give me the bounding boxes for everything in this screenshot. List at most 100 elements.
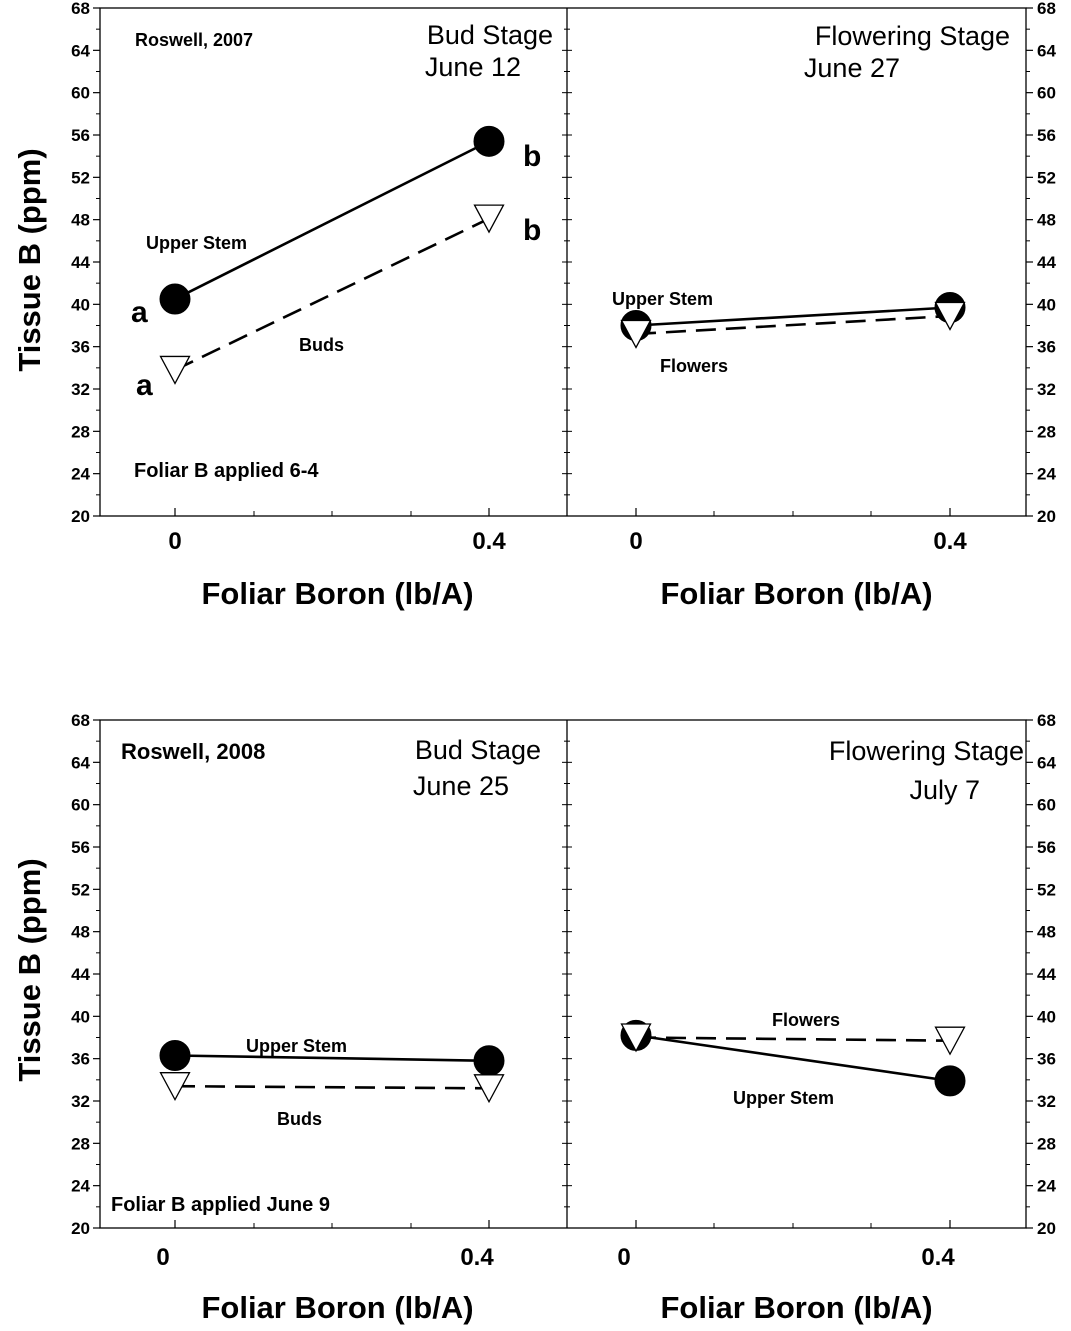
x-tick-label: 0 bbox=[156, 1244, 169, 1271]
y-axis-title: Tissue B (ppm) bbox=[12, 858, 47, 1081]
data-point-circle bbox=[159, 283, 191, 315]
series-line-upper-stem bbox=[635, 306, 951, 327]
y-tick-label-right: 52 bbox=[1037, 880, 1056, 899]
y-tick-label-right: 44 bbox=[1037, 965, 1056, 984]
y-tick-label-right: 68 bbox=[1037, 711, 1056, 730]
y-tick-label-left: 48 bbox=[71, 923, 90, 942]
data-point-triangle bbox=[620, 319, 652, 349]
figure-title: Roswell, 2007 bbox=[135, 30, 253, 50]
series-label: Upper Stem bbox=[246, 1036, 347, 1056]
x-axis-title: Foliar Boron (lb/A) bbox=[201, 576, 473, 611]
significance-letter: b bbox=[523, 140, 541, 173]
x-tick-label: 0.4 bbox=[921, 1244, 955, 1271]
series-label: Upper Stem bbox=[146, 233, 247, 253]
y-tick-label-left: 64 bbox=[71, 753, 90, 772]
y-tick-label-left: 68 bbox=[71, 711, 90, 730]
x-tick-label: 0 bbox=[629, 528, 642, 555]
significance-letter: b bbox=[523, 214, 541, 247]
data-point-triangle bbox=[159, 355, 191, 385]
x-tick-label: 0 bbox=[617, 1244, 630, 1271]
y-axis-title: Tissue B (ppm) bbox=[12, 148, 47, 371]
stage-name: Flowering Stage bbox=[829, 736, 1024, 766]
series-line-flowers bbox=[635, 314, 951, 336]
series-label: Upper Stem bbox=[612, 289, 713, 309]
y-tick-label-left: 32 bbox=[71, 380, 90, 399]
y-tick-label-right: 20 bbox=[1037, 507, 1056, 526]
data-point-circle bbox=[473, 125, 505, 157]
y-tick-label-right: 56 bbox=[1037, 126, 1056, 145]
figure-title: Roswell, 2008 bbox=[121, 739, 265, 764]
series-label: Buds bbox=[299, 335, 344, 355]
y-tick-label-left: 24 bbox=[71, 1177, 90, 1196]
y-tick-label-left: 52 bbox=[71, 880, 90, 899]
y-tick-label-left: 24 bbox=[71, 465, 90, 484]
y-tick-label-left: 28 bbox=[71, 1134, 90, 1153]
stage-date: June 27 bbox=[804, 53, 900, 83]
series-label: Upper Stem bbox=[733, 1088, 834, 1108]
series-label: Buds bbox=[277, 1109, 322, 1129]
significance-letter: a bbox=[136, 369, 153, 402]
data-point-triangle bbox=[620, 1023, 652, 1053]
y-tick-label-left: 56 bbox=[71, 126, 90, 145]
series-label: Flowers bbox=[660, 356, 728, 376]
stage-name: Flowering Stage bbox=[815, 21, 1010, 51]
y-tick-label-left: 60 bbox=[71, 796, 90, 815]
stage-date: June 12 bbox=[425, 52, 521, 82]
series-line-buds bbox=[174, 1084, 490, 1090]
y-tick-label-left: 40 bbox=[71, 1007, 90, 1026]
y-tick-label-right: 48 bbox=[1037, 211, 1056, 230]
y-tick-label-left: 64 bbox=[71, 41, 90, 60]
stage-name: Bud Stage bbox=[415, 735, 541, 765]
y-tick-label-left: 28 bbox=[71, 422, 90, 441]
significance-letter: a bbox=[131, 296, 148, 329]
series-line-upper-stem bbox=[174, 140, 490, 301]
y-tick-label-left: 36 bbox=[71, 1050, 90, 1069]
y-tick-label-left: 60 bbox=[71, 84, 90, 103]
y-tick-label-left: 44 bbox=[71, 965, 90, 984]
x-tick-label: 0.4 bbox=[460, 1244, 494, 1271]
y-tick-label-right: 44 bbox=[1037, 253, 1056, 272]
stage-name: Bud Stage bbox=[427, 20, 553, 50]
series-line-upper-stem bbox=[635, 1034, 951, 1083]
data-point-triangle bbox=[159, 1072, 191, 1102]
x-tick-label: 0.4 bbox=[472, 528, 506, 555]
x-axis-title: Foliar Boron (lb/A) bbox=[201, 1290, 473, 1325]
series-line-flowers bbox=[635, 1036, 951, 1042]
x-axis-title: Foliar Boron (lb/A) bbox=[660, 1290, 932, 1325]
application-note: Foliar B applied June 9 bbox=[111, 1194, 330, 1216]
data-point-triangle bbox=[473, 1074, 505, 1104]
y-tick-label-right: 36 bbox=[1037, 1050, 1056, 1069]
application-note: Foliar B applied 6-4 bbox=[134, 460, 319, 482]
data-point-circle bbox=[934, 1065, 966, 1097]
series-label: Flowers bbox=[772, 1010, 840, 1030]
x-tick-label: 0 bbox=[168, 528, 181, 555]
data-point-triangle bbox=[934, 301, 966, 331]
y-tick-label-left: 32 bbox=[71, 1092, 90, 1111]
y-tick-label-right: 68 bbox=[1037, 0, 1056, 18]
y-tick-label-right: 64 bbox=[1037, 41, 1056, 60]
data-point-circle bbox=[473, 1045, 505, 1077]
y-tick-label-right: 28 bbox=[1037, 422, 1056, 441]
y-tick-label-left: 20 bbox=[71, 507, 90, 526]
y-tick-label-left: 36 bbox=[71, 338, 90, 357]
y-tick-label-left: 20 bbox=[71, 1219, 90, 1238]
y-tick-label-right: 64 bbox=[1037, 753, 1056, 772]
y-tick-label-left: 68 bbox=[71, 0, 90, 18]
y-tick-label-right: 24 bbox=[1037, 1177, 1056, 1196]
stage-date: July 7 bbox=[909, 775, 980, 805]
y-tick-label-left: 48 bbox=[71, 211, 90, 230]
data-point-triangle bbox=[473, 204, 505, 234]
series-line-upper-stem bbox=[174, 1054, 490, 1063]
x-axis-title: Foliar Boron (lb/A) bbox=[660, 576, 932, 611]
y-tick-label-right: 52 bbox=[1037, 168, 1056, 187]
stage-date: June 25 bbox=[413, 771, 509, 801]
y-tick-label-right: 20 bbox=[1037, 1219, 1056, 1238]
y-tick-label-right: 32 bbox=[1037, 380, 1056, 399]
y-tick-label-right: 36 bbox=[1037, 338, 1056, 357]
y-tick-label-right: 32 bbox=[1037, 1092, 1056, 1111]
data-point-circle bbox=[159, 1039, 191, 1071]
data-point-triangle bbox=[934, 1026, 966, 1056]
y-tick-label-right: 60 bbox=[1037, 796, 1056, 815]
